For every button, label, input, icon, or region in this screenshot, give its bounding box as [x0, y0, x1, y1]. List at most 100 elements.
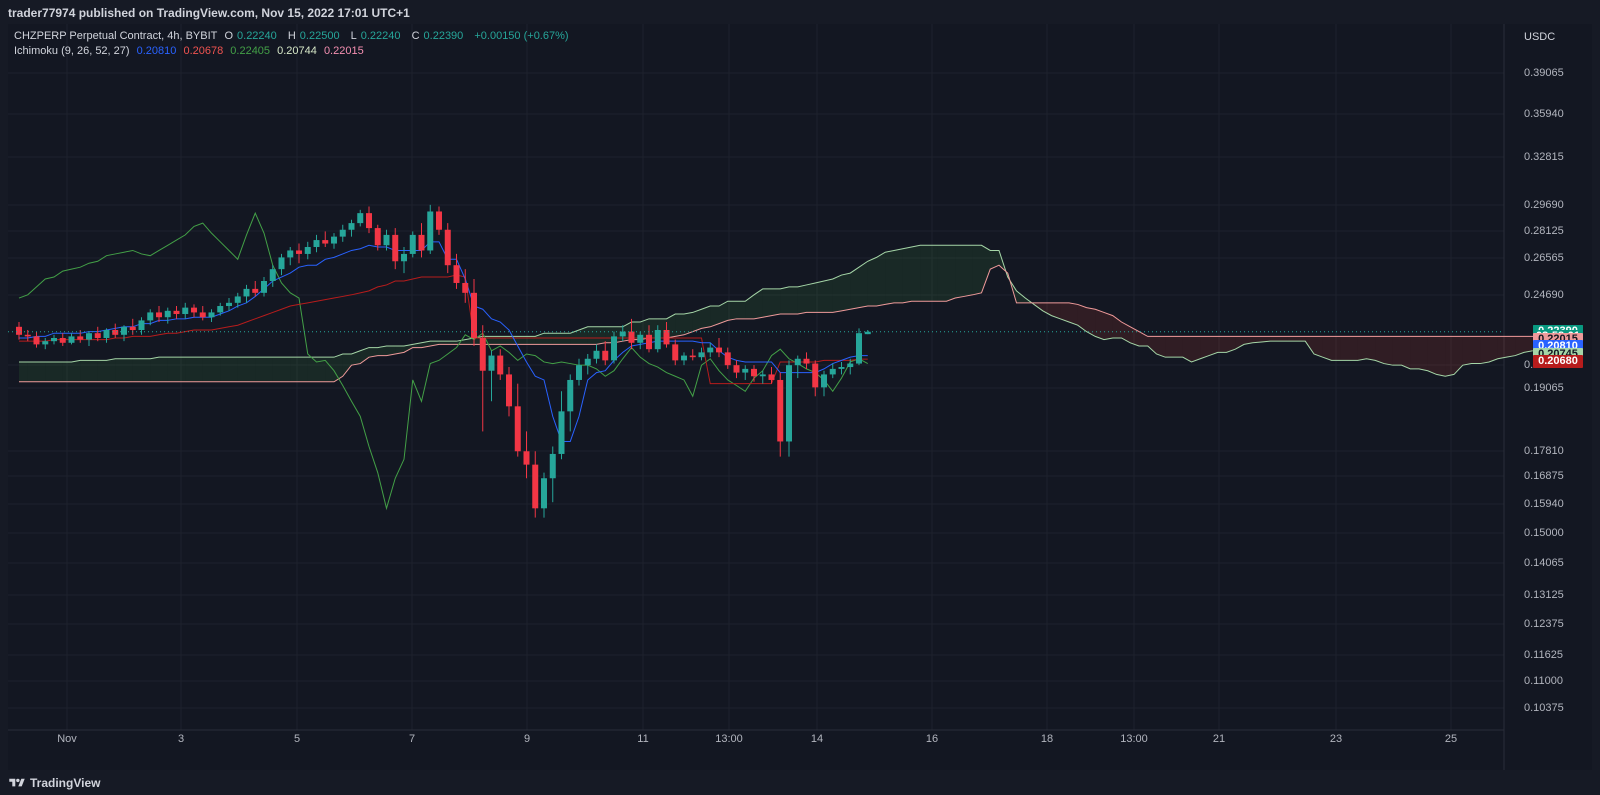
candle-body: [129, 326, 136, 330]
x-tick-label: 14: [810, 733, 824, 745]
cloud-segment: [841, 273, 851, 311]
cloud-segment: [229, 357, 238, 382]
candle-body: [374, 228, 381, 246]
candle-body: [401, 253, 407, 262]
cloud-segment: [1165, 336, 1174, 358]
candle-body: [217, 306, 224, 313]
candle-body: [226, 302, 232, 307]
cloud-segment: [237, 357, 247, 382]
cloud-segment: [946, 245, 956, 302]
cloud-segment: [1077, 304, 1087, 332]
cloud-segment: [552, 333, 562, 345]
candle-body: [672, 344, 679, 361]
cloud-segment: [439, 341, 448, 345]
candle-body: [637, 334, 644, 343]
cloud-segment: [850, 267, 859, 310]
y-tick-label: 0.39065: [1524, 67, 1564, 79]
symbol-name: CHZPERP Perpetual Contract, 4h, BYBIT: [14, 30, 218, 42]
y-tick-label: 0.29690: [1524, 199, 1564, 211]
candle-body: [16, 326, 22, 335]
candle-body: [164, 310, 171, 318]
cloud-segment: [1147, 336, 1157, 354]
cloud-segment: [806, 282, 816, 313]
candle-body: [786, 365, 792, 442]
cloud-segment: [369, 347, 378, 358]
candle-body: [733, 365, 740, 373]
candle-body: [471, 292, 477, 338]
cloud-segment: [45, 361, 54, 382]
candle-body: [707, 347, 714, 353]
cloud-segment: [867, 257, 877, 307]
candle-body: [112, 330, 119, 335]
cloud-segment: [570, 330, 579, 345]
candle-body: [182, 307, 189, 315]
cloud-segment: [780, 286, 789, 315]
candle-body: [138, 320, 145, 330]
cloud-segment: [377, 345, 387, 356]
candle-body: [252, 288, 259, 293]
y-tick-label: 0.14065: [1524, 557, 1564, 569]
cloud-segment: [1419, 336, 1428, 371]
cloud-segment: [1305, 336, 1314, 354]
candle-body: [191, 307, 197, 313]
cloud-segment: [1261, 336, 1271, 342]
cloud-segment: [316, 357, 326, 382]
cloud-segment: [255, 357, 264, 382]
y-tick-label: 0.11625: [1524, 649, 1563, 661]
indicator-value-1: 0.20810: [136, 45, 177, 57]
cloud-segment: [675, 314, 684, 337]
cloud-segment: [1217, 336, 1227, 353]
candle-body: [759, 374, 766, 377]
cloud-segment: [132, 358, 142, 382]
candle-body: [829, 368, 836, 375]
cloud-segment: [1322, 336, 1332, 361]
candle-body: [331, 236, 337, 244]
cloud-segment: [412, 342, 422, 348]
cloud-segment: [1427, 336, 1437, 375]
cloud-segment: [1104, 312, 1113, 340]
cloud-segment: [719, 301, 728, 324]
cloud-segment: [1524, 336, 1533, 353]
candle-body: [453, 265, 460, 283]
cloud-segment: [911, 245, 921, 302]
x-tick-label: Nov: [57, 733, 77, 745]
y-tick-label: 0.11000: [1524, 675, 1563, 687]
cloud-segment: [281, 357, 291, 382]
cloud-segment: [194, 357, 203, 382]
ohlc-high: H 0.22500: [287, 30, 340, 42]
cloud-segment: [1287, 336, 1297, 342]
cloud-segment: [124, 358, 133, 382]
cloud-segment: [1209, 336, 1218, 356]
cloud-segment: [1497, 336, 1507, 359]
chart-svg[interactable]: [8, 24, 1592, 770]
candle-body: [724, 352, 731, 366]
candle-body: [208, 312, 215, 318]
axis-unit: USDC: [1524, 31, 1556, 43]
cloud-segment: [1506, 336, 1516, 358]
candle-body: [584, 358, 591, 366]
candle-body: [628, 331, 635, 343]
candle-body: [121, 326, 127, 335]
candle-body: [593, 350, 600, 359]
candle-body: [278, 257, 285, 270]
cloud-segment: [307, 357, 317, 382]
cloud-segment: [1515, 336, 1524, 356]
cloud-segment: [97, 360, 107, 382]
candle-body: [86, 333, 92, 340]
candle-body: [42, 341, 49, 345]
chart-area[interactable]: [8, 24, 1592, 770]
candle-body: [418, 234, 425, 251]
cloud-segment: [1244, 336, 1253, 345]
candle-body: [77, 336, 84, 340]
published-header: trader77974 published on TradingView.com…: [8, 6, 410, 20]
cloud-segment: [264, 357, 273, 382]
candle-body: [348, 223, 355, 230]
cloud-segment: [929, 245, 938, 302]
cloud-segment: [89, 360, 98, 382]
cloud-segment: [1445, 336, 1454, 377]
cloud-segment: [62, 361, 72, 382]
candles: [16, 204, 871, 518]
cloud-segment: [1410, 336, 1419, 369]
candle-body: [864, 331, 871, 335]
candle-body: [436, 211, 442, 230]
